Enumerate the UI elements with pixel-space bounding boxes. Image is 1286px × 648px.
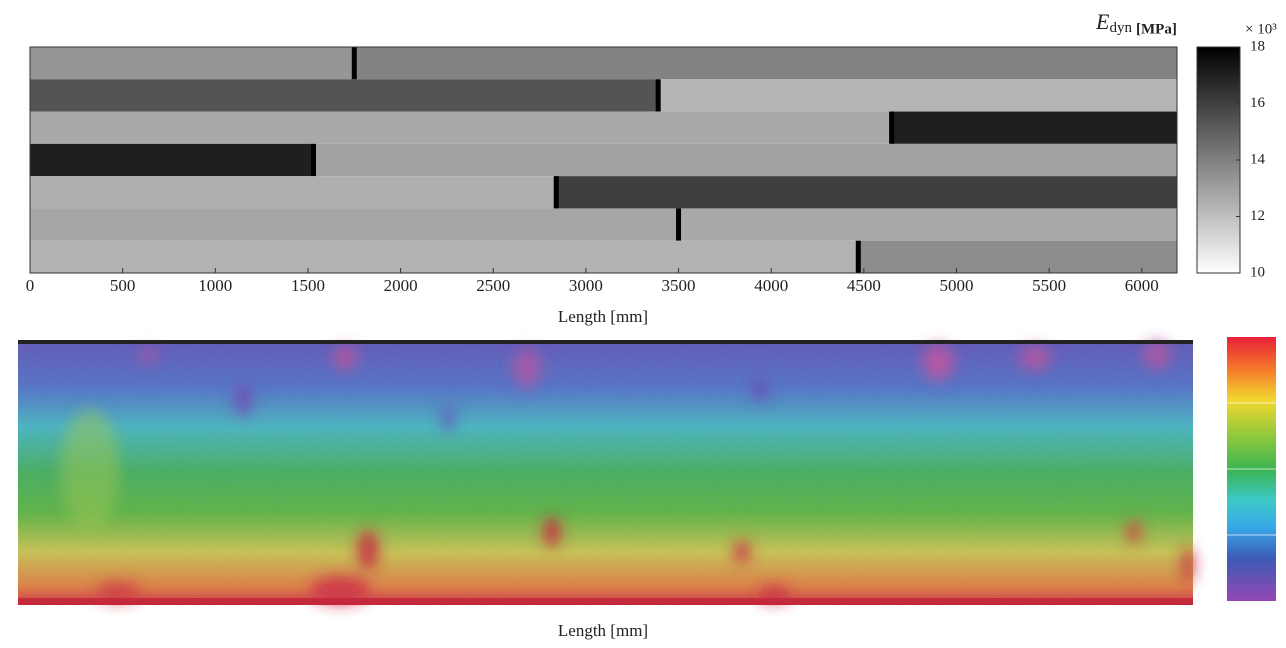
segment xyxy=(30,208,679,241)
finger-joint xyxy=(655,79,661,112)
strain-field: Length [mm] xyxy=(18,337,1276,640)
x-tick-label: 3500 xyxy=(662,276,696,295)
colorbar-tick-label: 16 xyxy=(1250,95,1266,111)
field-bottom-edge xyxy=(18,598,1193,605)
colorbar-tick-label: 10 xyxy=(1250,264,1265,280)
segment xyxy=(30,143,314,177)
segment xyxy=(678,208,1177,241)
finger-joint xyxy=(855,240,861,273)
x-tick-label: 6000 xyxy=(1125,276,1159,295)
segment xyxy=(30,111,892,144)
segment xyxy=(556,176,1177,209)
colorbar-unit: [MPa] xyxy=(1136,21,1177,37)
segment xyxy=(30,47,355,80)
x-tick-label: 4500 xyxy=(847,276,881,295)
colorbar-scale: × 10³ xyxy=(1245,21,1277,37)
colorbar-subscript: dyn xyxy=(1110,20,1133,36)
stiffness-chart: Edyn [MPa] × 10³ Length [mm] 0 500 1000 150… xyxy=(26,9,1277,326)
finger-joint xyxy=(676,208,682,241)
colorbar xyxy=(1196,46,1241,274)
finger-joint xyxy=(889,111,895,144)
colorbar-dividers xyxy=(1227,402,1276,536)
segment xyxy=(891,111,1177,144)
segment xyxy=(858,240,1177,273)
colorbar-tick-label: 12 xyxy=(1250,208,1265,224)
x-tick-label: 2000 xyxy=(384,276,418,295)
x-tick-label: 2500 xyxy=(476,276,510,295)
segment xyxy=(30,79,659,112)
finger-joint xyxy=(351,47,357,80)
colorbar-tick-label: 18 xyxy=(1250,38,1265,54)
x-tick-label: 3000 xyxy=(569,276,603,295)
field-noise xyxy=(18,340,1193,605)
finger-joint xyxy=(311,143,317,177)
segment xyxy=(313,143,1177,177)
segment xyxy=(30,176,557,209)
colorbar-title: Edyn xyxy=(1095,9,1132,36)
x-tick-label: 1500 xyxy=(291,276,325,295)
x-tick-label: 4000 xyxy=(754,276,788,295)
finger-joint xyxy=(553,176,559,209)
x-tick-label: 500 xyxy=(110,276,136,295)
x-tick-label: 0 xyxy=(26,276,35,295)
colorbar-symbol: E xyxy=(1095,9,1110,34)
x-tick-label: 5500 xyxy=(1032,276,1066,295)
x-axis-label: Length [mm] xyxy=(558,307,648,326)
plot-frame xyxy=(29,46,1178,274)
x-tick-label: 1000 xyxy=(198,276,232,295)
x-tick-label: 5000 xyxy=(939,276,973,295)
segment xyxy=(30,240,859,273)
segment xyxy=(354,47,1177,80)
colorbar-tick-label: 14 xyxy=(1250,151,1266,167)
field-edge xyxy=(18,340,1193,344)
x-axis-label: Length [mm] xyxy=(558,621,648,640)
segment xyxy=(658,79,1177,112)
